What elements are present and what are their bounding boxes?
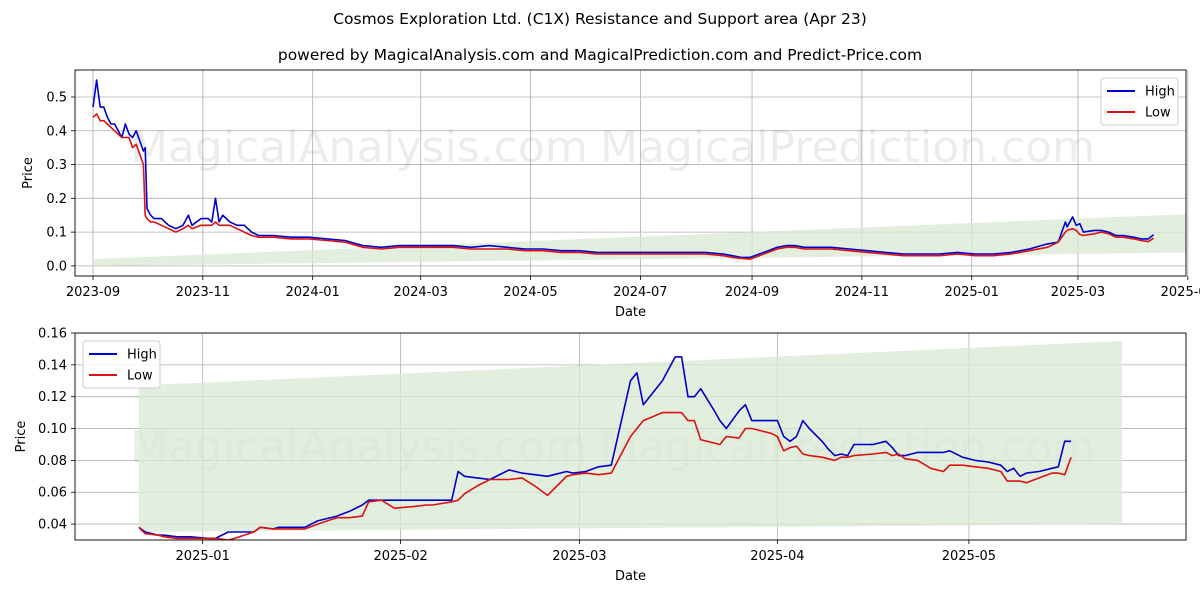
x-axis-label: Date (615, 305, 646, 320)
series-line-low (138, 411, 1072, 540)
y-tick-label: 0.12 (38, 390, 67, 405)
watermark-text: MagicalAnalysis.com (130, 122, 588, 173)
y-tick-label: 0.14 (38, 358, 67, 373)
chart-panel-bottom: MagicalAnalysis.comMagicalPrediction.com… (14, 327, 1187, 584)
x-tick-label: 2025-05 (942, 549, 996, 564)
x-tick-label: 2023-11 (176, 285, 230, 300)
plot-frame (74, 69, 1187, 277)
series-line-low (92, 113, 1155, 260)
legend-box (82, 340, 161, 389)
legend-box (1100, 77, 1179, 126)
x-tick-label: 2024-05 (503, 285, 557, 300)
y-tick-label: 0.04 (38, 518, 67, 533)
x-tick-label: 2025-01 (176, 549, 230, 564)
y-axis-label: Price (21, 157, 36, 189)
x-tick-label: 2025-03 (1051, 285, 1105, 300)
y-axis-label: Price (14, 421, 29, 453)
y-tick-label: 0.3 (46, 158, 67, 173)
legend-label-low: Low (1145, 106, 1171, 121)
chart-subtitle: powered by MagicalAnalysis.com and Magic… (277, 46, 923, 64)
y-tick-label: 0.2 (46, 192, 67, 207)
y-tick-label: 0.08 (38, 454, 67, 469)
x-tick-label: 2024-01 (286, 285, 340, 300)
plot-frame (74, 332, 1187, 541)
x-tick-label: 2025-01 (945, 285, 999, 300)
watermark-text: MagicalPrediction.com (600, 122, 1095, 173)
chart-panel-top: MagicalAnalysis.com MagicalPrediction.com… (21, 69, 1200, 320)
legend: High Low (1100, 77, 1179, 126)
x-tick-label: 2025-04 (750, 549, 804, 564)
x-tick-label: 2024-11 (835, 285, 889, 300)
x-tick-label: 2025-03 (552, 549, 606, 564)
y-tick-label: 0.10 (38, 422, 67, 437)
legend: High Low (82, 340, 161, 389)
x-tick-label: 2024-07 (613, 285, 667, 300)
y-tick-label: 0.16 (38, 327, 67, 342)
x-tick-label: 2025-02 (373, 549, 427, 564)
y-tick-label: 0.1 (46, 226, 67, 241)
x-tick-label: 2024-09 (725, 285, 779, 300)
series-line-high (92, 79, 1155, 259)
legend-label-high: High (127, 348, 157, 363)
x-tick-label: 2025-05 (1161, 285, 1200, 300)
series-line-high (138, 356, 1072, 540)
y-tick-label: 0.5 (46, 91, 67, 106)
legend-label-low: Low (127, 369, 153, 384)
x-tick-label: 2023-09 (66, 285, 120, 300)
y-tick-label: 0.4 (46, 124, 67, 139)
support-resistance-band (93, 214, 1186, 266)
x-axis-label: Date (615, 569, 646, 584)
chart-title: Cosmos Exploration Ltd. (C1X) Resistance… (333, 10, 867, 28)
y-tick-label: 0.06 (38, 486, 67, 501)
x-tick-label: 2024-03 (394, 285, 448, 300)
legend-label-high: High (1145, 85, 1175, 100)
y-tick-label: 0.0 (46, 259, 67, 274)
